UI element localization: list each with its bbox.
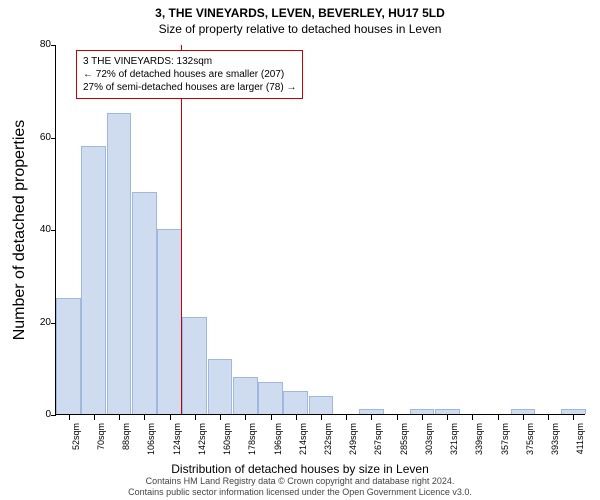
- histogram-bar: [157, 229, 182, 414]
- x-tick-label: 411sqm: [575, 423, 585, 463]
- x-tick-mark: [397, 415, 398, 420]
- x-tick-label: 339sqm: [474, 423, 484, 463]
- y-tick-label: 80: [26, 39, 51, 50]
- x-tick-label: 303sqm: [424, 423, 434, 463]
- x-tick-label: 214sqm: [298, 423, 308, 463]
- chart-title-main: 3, THE VINEYARDS, LEVEN, BEVERLEY, HU17 …: [0, 0, 600, 20]
- y-tick-mark: [51, 138, 56, 139]
- x-tick-label: 52sqm: [71, 423, 81, 463]
- x-tick-label: 375sqm: [525, 423, 535, 463]
- x-tick-label: 106sqm: [146, 423, 156, 463]
- x-tick-mark: [144, 415, 145, 420]
- x-tick-label: 232sqm: [323, 423, 333, 463]
- histogram-bar: [561, 409, 586, 414]
- histogram-bar: [81, 146, 106, 414]
- y-tick-mark: [51, 323, 56, 324]
- x-tick-label: 178sqm: [247, 423, 257, 463]
- histogram-bar: [107, 113, 132, 414]
- histogram-bar: [56, 298, 81, 414]
- x-tick-mark: [523, 415, 524, 420]
- y-tick-mark: [51, 415, 56, 416]
- chart-title-sub: Size of property relative to detached ho…: [0, 20, 600, 36]
- annotation-line-2: ← 72% of detached houses are smaller (20…: [83, 68, 296, 81]
- histogram-bar: [511, 409, 536, 414]
- x-tick-label: 285sqm: [399, 423, 409, 463]
- x-tick-mark: [220, 415, 221, 420]
- x-tick-label: 160sqm: [222, 423, 232, 463]
- x-tick-mark: [69, 415, 70, 420]
- footer-line-1: Contains HM Land Registry data © Crown c…: [0, 476, 600, 487]
- x-tick-mark: [573, 415, 574, 420]
- plot-area: 02040608052sqm70sqm88sqm106sqm124sqm142s…: [55, 45, 585, 415]
- x-tick-label: 393sqm: [550, 423, 560, 463]
- x-tick-label: 124sqm: [172, 423, 182, 463]
- histogram-bar: [208, 359, 233, 415]
- x-tick-label: 70sqm: [96, 423, 106, 463]
- x-tick-mark: [371, 415, 372, 420]
- histogram-bar: [435, 409, 460, 414]
- histogram-bar: [233, 377, 258, 414]
- x-tick-mark: [296, 415, 297, 420]
- x-tick-mark: [447, 415, 448, 420]
- histogram-bar: [410, 409, 435, 414]
- x-tick-mark: [422, 415, 423, 420]
- annotation-line-3: 27% of semi-detached houses are larger (…: [83, 81, 296, 94]
- x-axis-label: Distribution of detached houses by size …: [0, 462, 600, 476]
- footer-line-2: Contains public sector information licen…: [0, 487, 600, 498]
- y-tick-label: 40: [26, 224, 51, 235]
- y-tick-label: 60: [26, 132, 51, 143]
- x-tick-mark: [271, 415, 272, 420]
- x-tick-label: 196sqm: [273, 423, 283, 463]
- x-tick-mark: [195, 415, 196, 420]
- x-tick-label: 249sqm: [348, 423, 358, 463]
- histogram-bar: [258, 382, 283, 414]
- annotation-box: 3 THE VINEYARDS: 132sqm← 72% of detached…: [76, 50, 303, 99]
- x-tick-label: 267sqm: [373, 423, 383, 463]
- y-tick-mark: [51, 45, 56, 46]
- x-tick-mark: [321, 415, 322, 420]
- x-tick-label: 357sqm: [500, 423, 510, 463]
- x-tick-mark: [94, 415, 95, 420]
- x-tick-label: 321sqm: [449, 423, 459, 463]
- chart-container: 3, THE VINEYARDS, LEVEN, BEVERLEY, HU17 …: [0, 0, 600, 500]
- y-tick-label: 0: [26, 409, 51, 420]
- marker-line: [181, 45, 182, 414]
- x-tick-mark: [119, 415, 120, 420]
- x-tick-mark: [498, 415, 499, 420]
- x-tick-mark: [548, 415, 549, 420]
- histogram-bar: [283, 391, 308, 414]
- histogram-bar: [359, 409, 384, 414]
- x-tick-mark: [472, 415, 473, 420]
- histogram-bar: [309, 396, 334, 415]
- x-tick-label: 142sqm: [197, 423, 207, 463]
- annotation-line-1: 3 THE VINEYARDS: 132sqm: [83, 55, 296, 68]
- histogram-bar: [132, 192, 157, 414]
- y-tick-mark: [51, 230, 56, 231]
- x-tick-mark: [346, 415, 347, 420]
- histogram-bar: [182, 317, 207, 414]
- y-tick-label: 20: [26, 317, 51, 328]
- x-tick-label: 88sqm: [121, 423, 131, 463]
- footer-credits: Contains HM Land Registry data © Crown c…: [0, 476, 600, 498]
- x-tick-mark: [245, 415, 246, 420]
- x-tick-mark: [170, 415, 171, 420]
